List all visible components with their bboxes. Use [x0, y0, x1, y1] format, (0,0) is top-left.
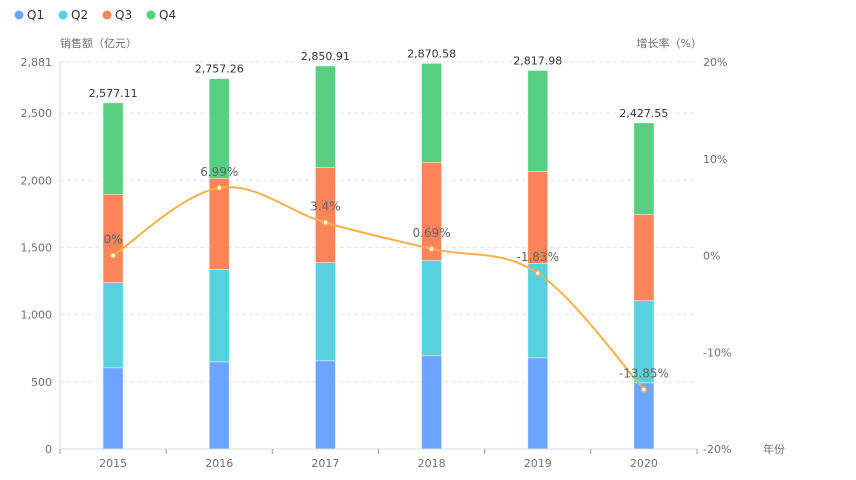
y-tick-label: 1,000 — [21, 309, 53, 322]
legend-label: Q2 — [71, 8, 88, 22]
bar-q2-2017 — [315, 262, 336, 362]
y-tick-label: 500 — [31, 376, 52, 389]
legend-label: Q1 — [27, 8, 44, 22]
legend-item-q3[interactable]: Q3 — [102, 8, 133, 22]
growth-line: 0% 6.99% 3.4% 0.69% -1.83% -13.85% — [104, 165, 669, 393]
total-label: 2,870.58 — [407, 47, 456, 60]
growth-point-2019 — [534, 269, 541, 277]
legend-marker — [14, 10, 24, 20]
bar-q4-2016 — [208, 78, 230, 179]
total-labels: 2,577.11 2,757.26 2,850.91 2,870.58 2,817.98… — [89, 47, 669, 120]
y-tick-label: 2,881 — [21, 56, 53, 69]
bar-q2-2018 — [421, 260, 442, 357]
legend-label: Q3 — [115, 8, 132, 22]
y-tick-label: 2,500 — [21, 107, 53, 120]
growth-label: 6.99% — [200, 165, 238, 179]
x-tick-label: 2019 — [524, 457, 552, 470]
growth-line-path — [112, 186, 645, 391]
total-label: 2,427.55 — [619, 107, 668, 120]
growth-point-2018 — [428, 245, 435, 253]
legend-marker — [146, 10, 156, 20]
x-tick-label: 2016 — [205, 457, 233, 470]
bar-q1-2018 — [421, 355, 442, 450]
y-axis: 0 500 1,000 1,500 2,000 2,500 2,881 — [21, 56, 61, 456]
growth-label: -1.83% — [517, 250, 559, 264]
total-label: 2,757.26 — [195, 63, 244, 76]
bar-q1-2019 — [527, 357, 549, 450]
y2-tick-label: -20% — [703, 443, 731, 456]
y2-tick-label: 10% — [703, 153, 727, 166]
total-label: 2,850.91 — [301, 50, 350, 63]
x-axis-title: 年份 — [763, 442, 785, 456]
growth-point-2016 — [216, 184, 223, 192]
bar-q3-2016 — [208, 177, 230, 270]
bar-q3-2020 — [633, 214, 655, 302]
bar-q1-2016 — [208, 361, 230, 450]
y2-axis-title: 增长率（%） — [637, 36, 702, 50]
y-tick-label: 0 — [45, 443, 52, 456]
y2-tick-label: 0% — [703, 250, 720, 263]
x-axis: 2015 2016 2017 2018 2019 2020 — [59, 448, 698, 470]
x-tick-label: 2017 — [311, 457, 339, 470]
y2-tick-label: -10% — [703, 346, 731, 359]
bars — [102, 62, 655, 450]
legend-label: Q4 — [159, 8, 176, 22]
bar-q4-2018 — [421, 62, 442, 163]
legend-marker — [58, 10, 68, 20]
total-label: 2,577.11 — [89, 87, 138, 100]
bar-q4-2015 — [102, 102, 124, 195]
growth-label: 0.69% — [413, 226, 451, 240]
legend[interactable]: Q1 Q2 Q3 Q4 — [14, 8, 177, 22]
legend-item-q1[interactable]: Q1 — [14, 8, 45, 22]
y-tick-label: 2,000 — [21, 174, 53, 187]
growth-point-2017 — [322, 219, 329, 226]
growth-label: 3.4% — [310, 200, 341, 214]
y-axis-title: 销售额（亿元） — [60, 36, 137, 50]
grid — [60, 61, 697, 383]
legend-marker — [102, 10, 112, 20]
growth-label: 0% — [104, 233, 123, 247]
bar-q4-2020 — [633, 122, 655, 215]
growth-point-2020 — [640, 386, 648, 393]
x-tick-label: 2020 — [630, 457, 658, 470]
bar-q2-2016 — [208, 269, 230, 363]
legend-item-q4[interactable]: Q4 — [146, 8, 177, 22]
growth-label: -13.85% — [619, 366, 669, 380]
bar-q4-2019 — [527, 70, 549, 172]
y2-axis: -20% -10% 0% 10% 20% — [703, 56, 731, 456]
total-label: 2,817.98 — [513, 54, 562, 67]
bar-q2-2015 — [102, 282, 124, 369]
growth-point-2015 — [109, 252, 117, 259]
x-tick-label: 2018 — [418, 457, 446, 470]
bar-q1-2015 — [102, 367, 124, 450]
x-tick-label: 2015 — [99, 457, 127, 470]
bar-q1-2017 — [315, 360, 336, 450]
y2-tick-label: 20% — [703, 56, 727, 69]
bar-q4-2017 — [315, 65, 336, 168]
bar-q3-2017 — [315, 166, 336, 263]
y-tick-label: 1,500 — [21, 242, 53, 255]
legend-item-q2[interactable]: Q2 — [58, 8, 89, 22]
